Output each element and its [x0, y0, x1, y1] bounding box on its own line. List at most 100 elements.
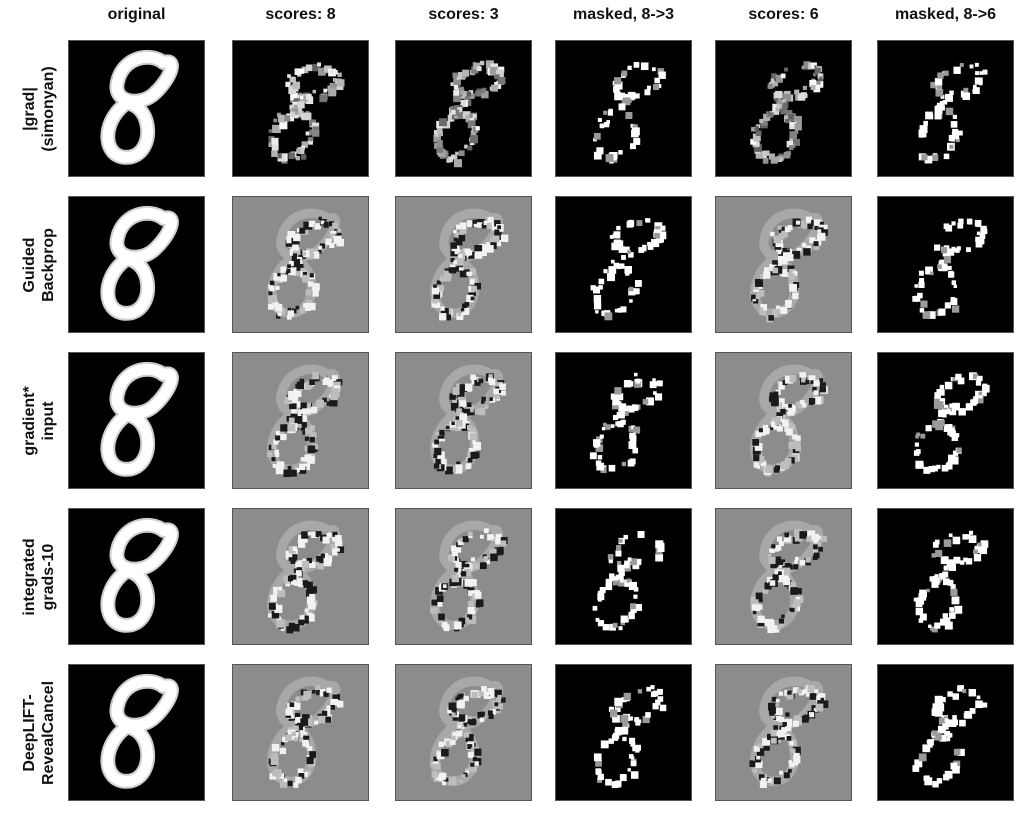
- digit-image: [69, 41, 204, 176]
- attribution-pixel: [612, 781, 619, 788]
- cell-grad-simonyan-original: [68, 40, 205, 177]
- attribution-pixel: [752, 439, 759, 446]
- attribution-pixel: [483, 556, 488, 561]
- attribution-pixel: [449, 777, 457, 785]
- attribution-pixel: [974, 554, 981, 561]
- attribution-pixel: [286, 269, 290, 273]
- attribution-pixel: [288, 466, 292, 470]
- attribution-pixel: [948, 272, 954, 278]
- attribution-pixel: [295, 777, 301, 783]
- digit-image: [716, 41, 851, 176]
- attribution-pixel: [788, 114, 793, 119]
- digit-image: [233, 353, 368, 488]
- digit-image: [396, 353, 531, 488]
- attribution-pixel: [941, 575, 946, 580]
- digit-image: [556, 665, 691, 800]
- attribution-pixel: [920, 308, 924, 312]
- attribution-pixel: [473, 442, 481, 450]
- attribution-pixel: [970, 64, 974, 68]
- attribution-pixel: [952, 280, 956, 284]
- attribution-pixel: [301, 154, 306, 159]
- attribution-pixel: [594, 302, 601, 309]
- attribution-pixel: [269, 129, 273, 133]
- attribution-pixel: [966, 247, 971, 252]
- attribution-pixel: [464, 696, 469, 701]
- attribution-pixel: [475, 251, 483, 259]
- attribution-pixel: [770, 580, 776, 586]
- attribution-pixel: [485, 405, 489, 409]
- attribution-pixel: [945, 256, 949, 260]
- attribution-pixel: [921, 154, 927, 160]
- attribution-pixel: [303, 222, 309, 228]
- cell-deeplift-revealcancel-masked-8-3: [555, 664, 692, 801]
- attribution-pixel: [299, 228, 305, 234]
- attribution-pixel: [605, 779, 612, 786]
- attribution-pixel: [953, 115, 957, 119]
- attribution-pixel: [457, 313, 461, 317]
- attribution-pixel: [453, 230, 457, 234]
- attribution-pixel: [758, 743, 762, 747]
- attribution-pixel: [309, 594, 315, 600]
- attribution-pixel: [769, 707, 776, 714]
- attribution-pixel: [629, 433, 635, 439]
- attribution-pixel: [302, 561, 309, 568]
- attribution-pixel: [771, 157, 778, 164]
- attribution-pixel: [441, 749, 449, 757]
- attribution-pixel: [776, 699, 780, 703]
- attribution-pixel: [491, 85, 498, 92]
- attribution-pixel: [627, 250, 631, 254]
- attribution-pixel: [949, 145, 953, 149]
- column-header-scores-6: scores: 6: [714, 6, 854, 24]
- attribution-pixel: [963, 92, 971, 100]
- attribution-pixel: [490, 554, 498, 562]
- attribution-pixel: [952, 305, 959, 312]
- attribution-pixel: [614, 387, 621, 394]
- attribution-pixel: [456, 730, 462, 736]
- attribution-pixel: [628, 441, 636, 449]
- attribution-pixel: [433, 284, 437, 288]
- attribution-pixel: [757, 604, 762, 609]
- cell-grad-simonyan-masked-8-3: [555, 40, 692, 177]
- attribution-pixel: [593, 439, 600, 446]
- digit-image: [556, 353, 691, 488]
- attribution-pixel: [785, 712, 789, 716]
- attribution-pixel: [914, 450, 920, 456]
- attribution-pixel: [946, 737, 950, 741]
- attribution-pixel: [787, 690, 791, 694]
- attribution-pixel: [959, 720, 966, 727]
- attribution-pixel: [276, 431, 281, 436]
- attribution-pixel: [597, 148, 602, 153]
- attribution-pixel: [919, 278, 924, 283]
- attribution-pixel: [449, 703, 456, 710]
- attribution-pixel: [768, 554, 772, 558]
- attribution-pixel: [629, 299, 633, 303]
- attribution-pixel: [467, 402, 472, 407]
- digit-image: [878, 41, 1013, 176]
- attribution-pixel: [784, 533, 789, 538]
- attribution-pixel: [771, 544, 775, 548]
- attribution-pixel: [621, 616, 628, 623]
- attribution-pixel: [303, 691, 311, 699]
- cell-guided-backprop-masked-8-3: [555, 196, 692, 333]
- attribution-pixel: [776, 105, 780, 109]
- attribution-pixel: [926, 589, 930, 593]
- attribution-pixel: [652, 378, 656, 382]
- column-header-masked-8-3: masked, 8->3: [554, 6, 694, 24]
- attribution-pixel: [941, 697, 946, 702]
- digit-image: [69, 665, 204, 800]
- attribution-pixel: [459, 399, 466, 406]
- attribution-pixel: [461, 100, 466, 105]
- attribution-pixel: [808, 685, 816, 693]
- attribution-pixel: [313, 290, 319, 296]
- attribution-pixel: [434, 440, 439, 445]
- attribution-pixel: [784, 68, 788, 72]
- attribution-pixel: [459, 222, 466, 229]
- attribution-pixel: [949, 607, 954, 612]
- attribution-pixel: [760, 307, 764, 311]
- attribution-pixel: [755, 279, 763, 287]
- attribution-pixel: [437, 127, 443, 133]
- attribution-pixel: [631, 760, 637, 766]
- attribution-pixel: [467, 425, 472, 430]
- attribution-pixel: [308, 602, 316, 610]
- attribution-pixel: [439, 742, 444, 747]
